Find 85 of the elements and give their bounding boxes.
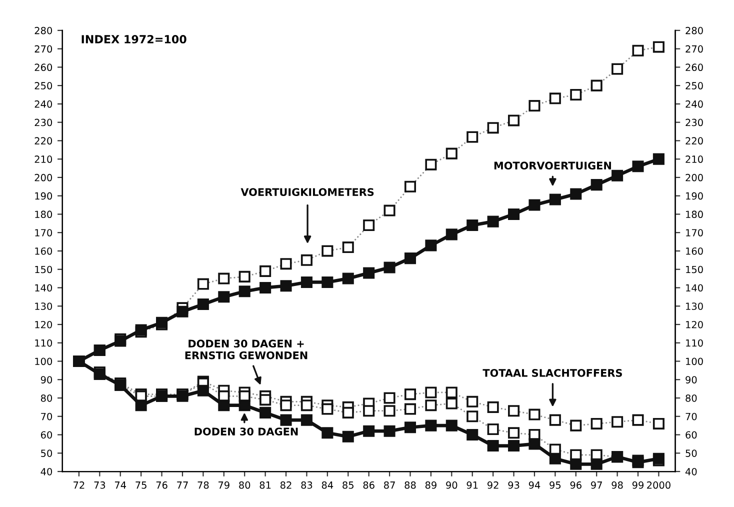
y-tick-label: 210 [34, 156, 52, 163]
y2-tick-label: 80 [686, 394, 697, 402]
y-tick-label: 220 [34, 137, 52, 145]
y2-tick-label: 50 [686, 450, 697, 457]
y-tick-label: 130 [35, 302, 52, 310]
y-tick-label: 190 [35, 192, 52, 200]
x-tick-label: 97 [591, 481, 602, 489]
y2-tick-label: 220 [686, 137, 703, 145]
y2-tick-label: 190 [686, 192, 703, 200]
x-tick-label: 85 [342, 481, 354, 489]
x-tick-label: 90 [446, 481, 458, 489]
y-tick-label: 50 [41, 450, 52, 457]
x-tick-label: 82 [280, 481, 292, 489]
x-tick-label: 84 [322, 481, 334, 489]
x-tick-label: 77 [177, 482, 188, 489]
y2-tick-label: 40 [685, 468, 697, 476]
y2-tick-label: 230 [686, 118, 703, 126]
y2-tick-label: 110 [686, 339, 703, 347]
y-tick-label: 170 [35, 229, 52, 236]
x-tick-label: 93 [508, 481, 520, 489]
y2-tick-label: 130 [686, 302, 703, 310]
x-tick-label: 98 [612, 481, 623, 489]
y-tick-label: 270 [34, 45, 52, 53]
x-tick-label: 72 [74, 481, 84, 489]
y-tick-label: 150 [35, 266, 52, 274]
x-tick-label: 75 [136, 482, 146, 489]
y2-tick-label: 60 [686, 431, 697, 439]
y2-tick-label: 270 [686, 45, 703, 53]
x-tick-label: 88 [404, 481, 416, 489]
y-axis-title: INDEX 1972=100 [82, 35, 186, 44]
x-tick-label: 96 [570, 481, 582, 489]
x-tick-label: 89 [425, 481, 436, 489]
x-tick-label: 80 [239, 481, 250, 489]
y2-tick-label: 150 [686, 266, 703, 274]
y-tick-label: 60 [40, 431, 52, 439]
y2-tick-label: 90 [686, 376, 697, 384]
y-tick-label: 110 [35, 339, 52, 347]
x-tick-label: 94 [528, 481, 540, 489]
annotation: MOTORVOERTUIGEN [494, 162, 611, 170]
y-tick-label: 70 [41, 412, 52, 420]
y-tick-label: 80 [40, 394, 52, 402]
y2-tick-label: 210 [686, 156, 703, 163]
y2-tick-label: 160 [686, 247, 703, 255]
x-tick-label: 79 [218, 481, 230, 489]
y-tick-label: 160 [35, 247, 52, 255]
y2-tick-label: 70 [686, 412, 697, 420]
y2-tick-label: 250 [686, 82, 703, 90]
x-tick-label: 92 [487, 481, 498, 489]
y2-tick-label: 120 [686, 320, 703, 328]
x-tick-label: 78 [198, 481, 209, 489]
y-tick-label: 90 [40, 376, 52, 384]
y2-tick-label: 170 [686, 229, 703, 236]
y2-tick-label: 280 [686, 26, 703, 34]
y-tick-label: 120 [35, 320, 52, 328]
annotation: VOERTUIGKILOMETERS [240, 188, 374, 196]
x-tick-label: 81 [260, 481, 271, 489]
y-tick-label: 180 [35, 210, 52, 218]
y2-tick-label: 260 [686, 64, 703, 72]
y-tick-label: 280 [34, 26, 52, 34]
x-tick-label: 99 [632, 481, 644, 489]
x-tick-label: 91 [466, 481, 478, 489]
annotation: TOTAAL SLACHTOFFERS [482, 368, 622, 377]
x-tick-label: 83 [301, 481, 312, 489]
y2-tick-label: 100 [686, 358, 703, 366]
y2-tick-label: 140 [686, 284, 703, 292]
x-tick-label: 2000 [647, 481, 670, 489]
x-tick-label: 87 [384, 481, 395, 489]
y-tick-label: 100 [35, 358, 52, 366]
x-tick-label: 74 [114, 482, 126, 489]
x-tick-label: 76 [156, 481, 168, 489]
y-tick-label: 230 [34, 118, 52, 126]
y2-tick-label: 180 [686, 210, 703, 218]
y-tick-label: 200 [34, 174, 52, 182]
annotation: DODEN 30 DAGEN [194, 428, 298, 436]
y2-tick-label: 240 [686, 100, 703, 108]
y2-tick-label: 200 [686, 174, 703, 182]
y-tick-label: 140 [35, 284, 52, 292]
y-tick-label: 250 [34, 82, 52, 90]
y-tick-label: 40 [40, 468, 52, 476]
y-tick-label: 240 [34, 100, 52, 108]
x-tick-label: 95 [550, 481, 561, 489]
x-tick-label: 73 [94, 481, 106, 489]
x-tick-label: 86 [363, 481, 374, 489]
annotation: DODEN 30 DAGEN + ERNSTIG GEWONDEN [185, 340, 308, 360]
y-tick-label: 260 [34, 64, 52, 72]
